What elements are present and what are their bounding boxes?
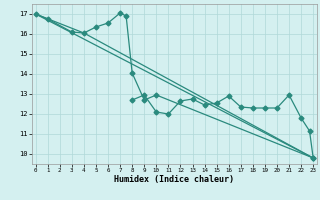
X-axis label: Humidex (Indice chaleur): Humidex (Indice chaleur)	[115, 175, 234, 184]
